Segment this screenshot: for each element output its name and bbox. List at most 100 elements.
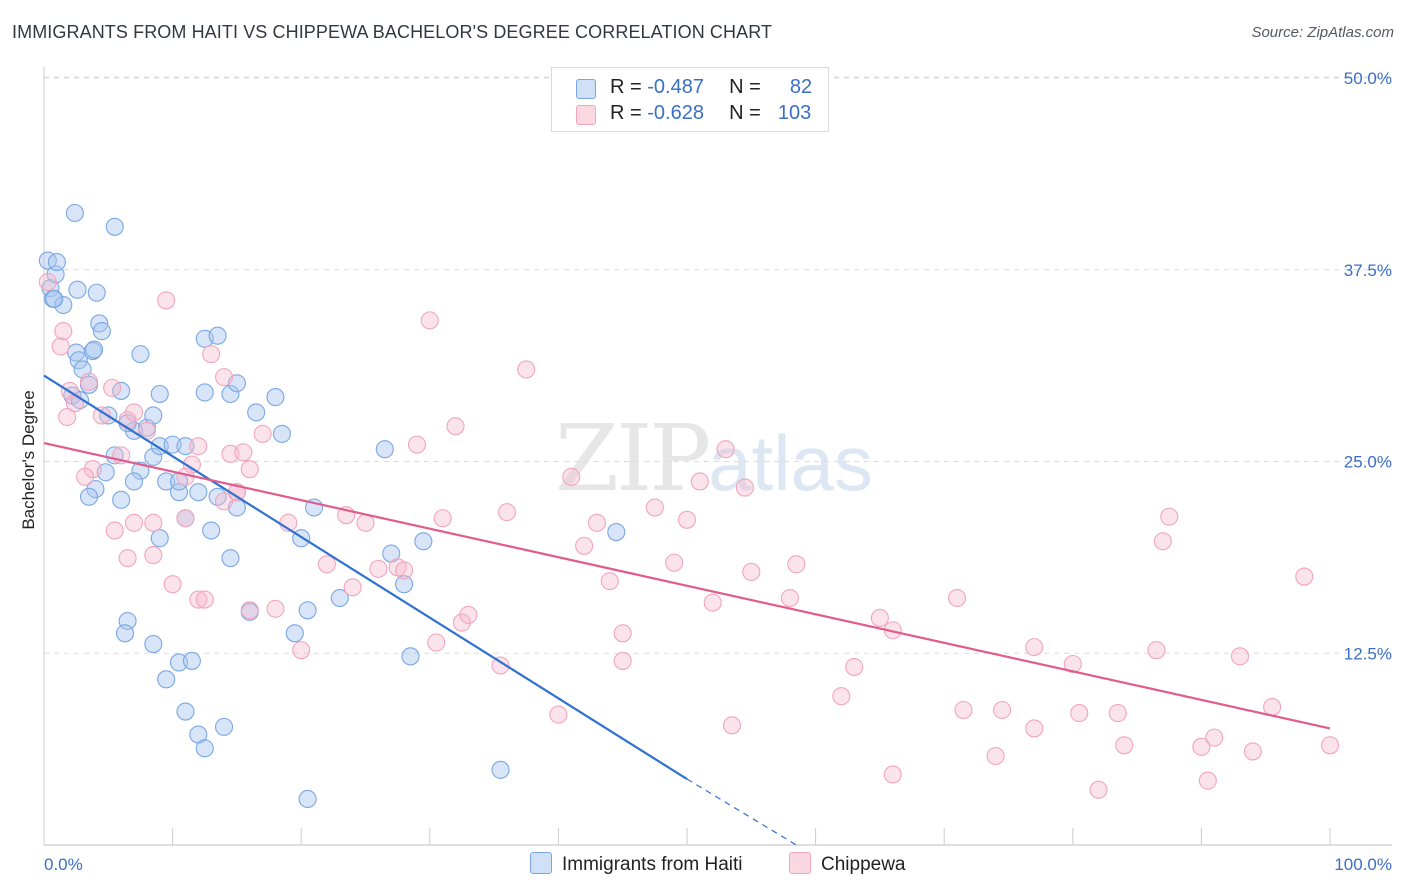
point-haiti bbox=[124, 472, 144, 491]
point-chippewa bbox=[1089, 780, 1108, 799]
point-chippewa bbox=[1108, 704, 1127, 723]
point-chippewa bbox=[189, 590, 208, 609]
point-chippewa bbox=[1063, 654, 1082, 674]
point-chippewa bbox=[105, 521, 124, 540]
y-tick-label: 25.0% bbox=[1344, 453, 1392, 472]
y-tick-label: 50.0% bbox=[1344, 69, 1392, 88]
point-chippewa bbox=[1192, 737, 1211, 756]
point-haiti bbox=[92, 322, 111, 341]
point-chippewa bbox=[58, 407, 77, 427]
y-axis-label: Bachelor's Degree bbox=[19, 390, 38, 529]
point-chippewa bbox=[600, 572, 619, 591]
point-haiti bbox=[298, 601, 317, 620]
point-chippewa bbox=[1160, 507, 1179, 526]
point-haiti bbox=[266, 388, 285, 407]
point-chippewa bbox=[144, 546, 163, 565]
point-haiti bbox=[221, 384, 240, 404]
point-chippewa bbox=[234, 443, 253, 462]
point-chippewa bbox=[1115, 736, 1134, 755]
point-haiti bbox=[169, 483, 189, 502]
point-haiti bbox=[414, 532, 433, 551]
point-haiti bbox=[491, 760, 510, 779]
point-chippewa bbox=[38, 272, 57, 292]
grid-lines bbox=[44, 76, 1392, 654]
point-chippewa bbox=[1025, 638, 1044, 657]
point-chippewa bbox=[214, 492, 234, 511]
point-chippewa bbox=[677, 510, 697, 529]
point-chippewa bbox=[497, 503, 517, 522]
point-chippewa bbox=[176, 509, 195, 528]
point-chippewa bbox=[1295, 567, 1314, 586]
legend-r-value: -0.628 bbox=[647, 102, 704, 124]
point-chippewa bbox=[883, 765, 902, 784]
point-haiti bbox=[115, 624, 135, 643]
point-chippewa bbox=[446, 417, 465, 436]
point-chippewa bbox=[716, 440, 735, 459]
point-chippewa bbox=[195, 590, 214, 609]
point-haiti bbox=[79, 487, 99, 506]
point-haiti bbox=[202, 521, 221, 540]
point-chippewa bbox=[1263, 697, 1282, 716]
point-chippewa bbox=[253, 424, 272, 443]
point-chippewa bbox=[954, 700, 973, 720]
point-haiti bbox=[69, 351, 88, 370]
point-chippewa bbox=[54, 322, 73, 341]
trend-line-haiti-extension bbox=[686, 778, 797, 846]
point-haiti bbox=[607, 523, 626, 542]
point-chippewa bbox=[79, 372, 99, 391]
point-chippewa bbox=[832, 687, 851, 706]
watermark-zip: ZIP bbox=[555, 405, 711, 512]
point-chippewa bbox=[1230, 647, 1250, 666]
point-haiti bbox=[298, 789, 317, 809]
point-haiti bbox=[65, 203, 84, 223]
point-chippewa bbox=[787, 555, 806, 574]
x-tick-label-max: 100.0% bbox=[1334, 855, 1392, 874]
point-haiti bbox=[157, 472, 176, 491]
point-chippewa bbox=[124, 513, 144, 532]
point-chippewa bbox=[189, 437, 208, 456]
legend-r-label: R = bbox=[610, 76, 642, 98]
point-chippewa bbox=[1320, 736, 1340, 755]
point-chippewa bbox=[703, 593, 722, 612]
point-chippewa bbox=[742, 562, 761, 581]
point-chippewa bbox=[517, 360, 536, 379]
point-haiti bbox=[247, 403, 266, 422]
bottom-legend-label-haiti: Immigrants from Haiti bbox=[562, 854, 743, 875]
point-chippewa bbox=[948, 588, 967, 608]
point-chippewa bbox=[575, 536, 594, 555]
x-tick-label-min: 0.0% bbox=[44, 855, 83, 874]
axis-labels: 12.5% 25.0% 37.5% 50.0% 0.0% 100.0% Bachelor's… bbox=[19, 69, 1392, 874]
point-chippewa bbox=[459, 605, 478, 624]
point-haiti bbox=[85, 340, 104, 359]
point-chippewa bbox=[986, 746, 1005, 766]
data-points bbox=[38, 203, 1340, 809]
point-haiti bbox=[330, 588, 349, 608]
point-chippewa bbox=[157, 291, 176, 310]
watermark-atlas: atlas bbox=[708, 419, 873, 507]
point-chippewa bbox=[433, 509, 452, 528]
point-haiti bbox=[401, 647, 420, 666]
point-chippewa bbox=[356, 513, 375, 532]
point-haiti bbox=[144, 406, 163, 425]
point-haiti bbox=[182, 651, 201, 670]
point-haiti bbox=[47, 253, 66, 272]
point-haiti bbox=[144, 634, 163, 654]
point-haiti bbox=[195, 739, 214, 758]
point-haiti bbox=[208, 326, 227, 345]
point-chippewa bbox=[369, 559, 388, 578]
point-chippewa bbox=[83, 460, 102, 479]
bottom-legend-chippewa: Chippewa bbox=[789, 852, 906, 876]
point-chippewa bbox=[1025, 719, 1044, 738]
legend-n-label: N = bbox=[729, 76, 761, 98]
legend-r-label: R = bbox=[610, 102, 642, 124]
point-chippewa bbox=[613, 651, 632, 670]
point-chippewa bbox=[163, 575, 182, 594]
point-haiti bbox=[150, 529, 169, 548]
point-chippewa bbox=[1147, 641, 1166, 660]
point-haiti bbox=[105, 217, 124, 236]
point-haiti bbox=[157, 670, 176, 689]
point-chippewa bbox=[395, 561, 414, 580]
point-chippewa bbox=[690, 472, 709, 491]
legend-swatch-chippewa bbox=[576, 105, 596, 125]
